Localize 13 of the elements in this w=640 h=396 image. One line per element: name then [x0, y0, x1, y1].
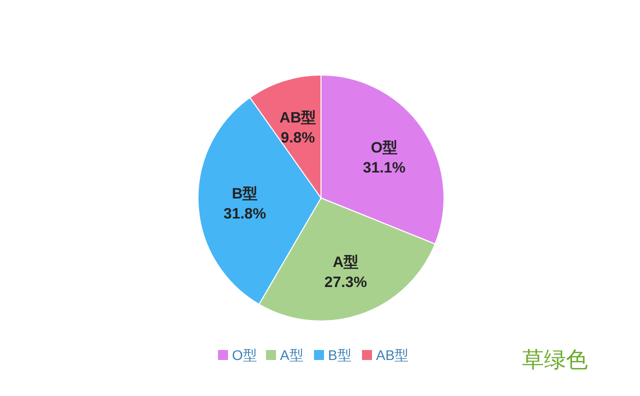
text: 草绿色 [522, 347, 588, 372]
slice-label: B型 [232, 185, 258, 202]
slice-label: AB型 [280, 109, 316, 126]
legend-label: B型 [328, 347, 352, 363]
slice-label: O型 [370, 139, 398, 156]
legend-label: AB型 [376, 347, 409, 363]
legend-label: A型 [280, 347, 304, 363]
legend-label: O型 [232, 347, 257, 363]
data-label: 9.8% [280, 129, 315, 146]
data-label: 31.1% [362, 159, 406, 176]
slice-label: A型 [332, 254, 359, 272]
data-label: 31.8% [224, 205, 266, 222]
data-label: 27.3% [324, 274, 367, 292]
